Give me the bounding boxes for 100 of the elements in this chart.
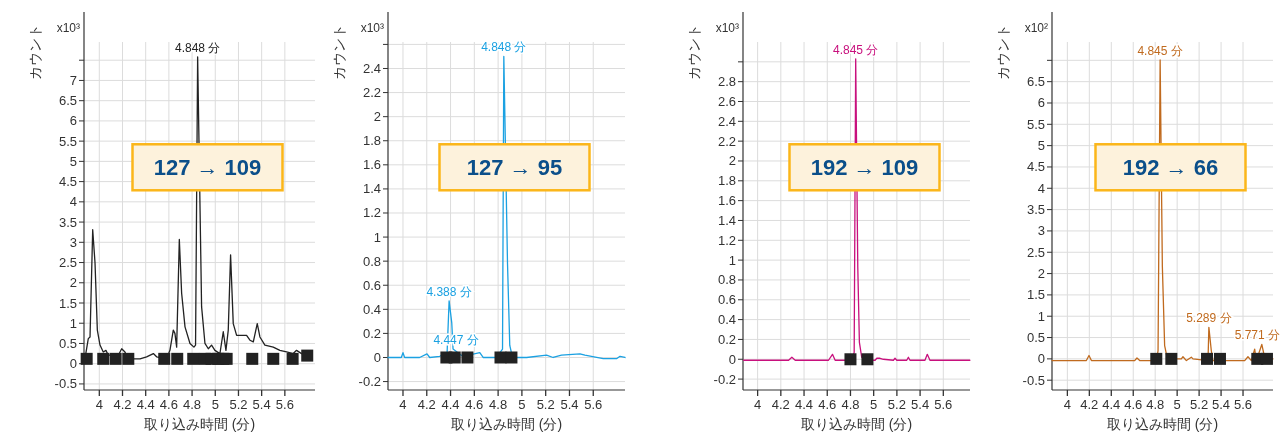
y-tick-label: 2 <box>373 109 381 125</box>
y-tick-label: 0.5 <box>58 335 77 351</box>
y-tick-label: 3.5 <box>1026 202 1045 218</box>
text: 192 → 66 <box>1122 155 1219 181</box>
x-tick-label: 5.4 <box>560 397 579 412</box>
y-tick-label: 1.6 <box>362 157 381 173</box>
x-tick-label: 4.2 <box>417 397 436 412</box>
y-tick-label: 3.5 <box>58 214 77 230</box>
x-tick-label: 4.6 <box>818 397 837 412</box>
x-tick-label: 5 <box>1173 397 1181 412</box>
y-tick-label: 5.5 <box>58 133 77 149</box>
x-tick-label: 5.2 <box>887 397 906 412</box>
y-tick-label: 5 <box>69 153 77 169</box>
text: 127 → 95 <box>466 155 563 181</box>
x-tick-label: 5 <box>870 397 878 412</box>
y-tick-label: 3 <box>1037 223 1045 239</box>
x-axis-title: 取り込み時間 (分) <box>143 416 256 432</box>
text: 127 → 109 <box>153 155 262 181</box>
y-tick-label: 2.5 <box>58 255 77 271</box>
x-tick-label: 4.4 <box>1102 397 1121 412</box>
x-tick-label: 4.2 <box>113 397 132 412</box>
annotation: 4.388 分 <box>426 284 472 299</box>
y-tick-label: 4 <box>1037 180 1045 196</box>
text: x10³ <box>56 21 80 35</box>
y-tick-label: 0.8 <box>717 272 736 288</box>
x-axis-title: 取り込み時間 (分) <box>1106 416 1219 432</box>
annotation: 5.289 分 <box>1186 311 1232 326</box>
y-tick-label: 2 <box>69 275 77 291</box>
x-tick-label: 4 <box>754 397 762 412</box>
y-tick-label: 1.6 <box>717 193 736 209</box>
annotation: 4.845 分 <box>1137 43 1183 58</box>
y-tick-label: 4 <box>69 194 77 210</box>
y-tick-label: 6.5 <box>1026 74 1045 90</box>
x-tick-label: 5.4 <box>1212 397 1231 412</box>
x-tick-label: 4 <box>399 397 407 412</box>
y-tick-label: 1.8 <box>362 133 381 149</box>
x-tick-label: 4.8 <box>1146 397 1165 412</box>
y-tick-label: 2.4 <box>362 60 381 76</box>
y-tick-label: 0.2 <box>717 331 736 347</box>
y-tick-label: 1.4 <box>717 212 736 228</box>
y-tick-label: 2 <box>728 153 736 169</box>
text: x10³ <box>360 21 384 35</box>
text: x10² <box>1024 21 1048 35</box>
y-axis-title: カウント <box>995 24 1011 80</box>
y-tick-label: 1.4 <box>362 181 381 197</box>
y-tick-label: 0.4 <box>717 312 736 328</box>
y-tick-label: 1.2 <box>362 205 381 221</box>
y-tick-label: 6.5 <box>58 93 77 109</box>
y-tick-label: 6 <box>1037 95 1045 111</box>
x-tick-label: 5.2 <box>1190 397 1209 412</box>
x-tick-label: 4.8 <box>183 397 202 412</box>
y-tick-label: 1.5 <box>1026 287 1045 303</box>
text: x10³ <box>715 21 739 35</box>
y-tick-label: 0.4 <box>362 301 381 317</box>
x-tick-label: 4.6 <box>465 397 484 412</box>
x-tick-label: 5.4 <box>911 397 930 412</box>
y-tick-label: 0.6 <box>362 277 381 293</box>
x-axis-title: 取り込み時間 (分) <box>800 416 913 432</box>
y-tick-label: 2.2 <box>717 133 736 149</box>
y-tick-label: -0.5 <box>54 376 77 392</box>
y-tick-label: 0 <box>69 356 77 372</box>
y-tick-label: 7 <box>69 72 77 88</box>
annotation: 4.848 分 <box>174 40 221 55</box>
x-tick-label: 4.4 <box>441 397 460 412</box>
x-tick-label: 4.4 <box>795 397 814 412</box>
y-tick-label: 6 <box>69 113 77 129</box>
y-tick-label: 1.5 <box>58 295 77 311</box>
y-tick-label: 0.6 <box>717 292 736 308</box>
y-tick-label: 2.6 <box>717 93 736 109</box>
x-tick-label: 4.2 <box>771 397 790 412</box>
y-tick-label: 2.5 <box>1026 244 1045 260</box>
y-tick-label: 0 <box>1037 351 1045 367</box>
x-tick-label: 4 <box>95 397 103 412</box>
x-axis-title: 取り込み時間 (分) <box>450 416 563 432</box>
y-tick-label: 1 <box>728 252 736 268</box>
x-tick-label: 4.2 <box>1080 397 1099 412</box>
y-tick-label: 2 <box>1037 266 1045 282</box>
y-tick-label: -0.2 <box>713 371 736 387</box>
y-tick-label: 4.5 <box>58 174 77 190</box>
y-tick-label: 0 <box>728 351 736 367</box>
y-tick-label: -0.2 <box>358 374 381 390</box>
text: 192 → 109 <box>810 155 919 181</box>
y-tick-label: 1.8 <box>717 173 736 189</box>
x-tick-label: 5.6 <box>584 397 603 412</box>
x-tick-label: 4.8 <box>489 397 508 412</box>
x-tick-label: 4.8 <box>841 397 860 412</box>
y-tick-label: 3 <box>69 234 77 250</box>
y-tick-label: 1 <box>1037 308 1045 324</box>
x-tick-label: 5.6 <box>1233 397 1253 412</box>
annotation: 4.848 分 <box>481 40 527 55</box>
y-axis-title: カウント <box>27 24 43 80</box>
x-tick-label: 5 <box>211 397 219 412</box>
y-axis-title: カウント <box>331 24 347 80</box>
y-tick-label: 0.5 <box>1026 330 1045 346</box>
x-tick-label: 5.6 <box>275 397 294 412</box>
x-tick-label: 4.6 <box>1124 397 1143 412</box>
y-tick-label: 2.8 <box>717 74 736 90</box>
x-tick-label: 4 <box>1063 397 1071 412</box>
y-tick-label: 1 <box>373 229 381 245</box>
x-tick-label: 5.2 <box>536 397 555 412</box>
